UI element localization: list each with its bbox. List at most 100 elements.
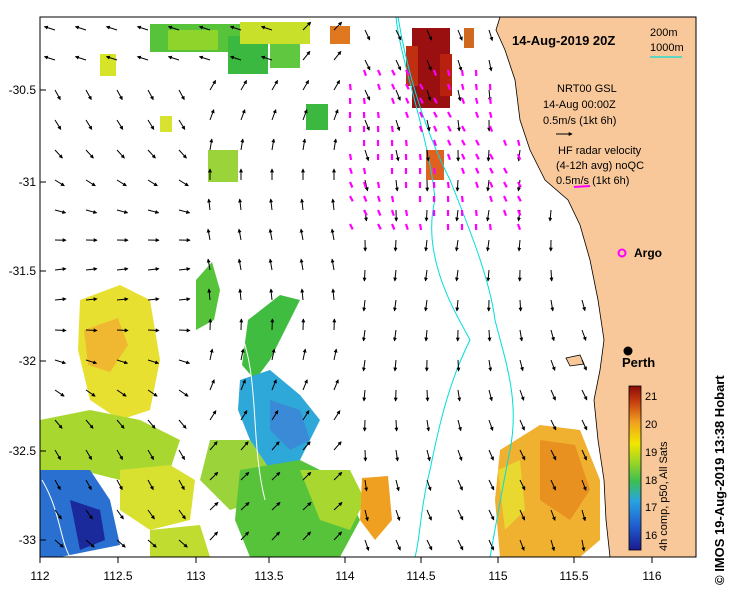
velocity-arrow	[116, 149, 125, 159]
velocity-arrow	[178, 389, 189, 397]
hf-radar-arrow	[503, 195, 508, 202]
velocity-arrow	[486, 179, 491, 192]
hf-radar-arrow	[488, 111, 493, 119]
velocity-arrow	[237, 258, 242, 271]
sst-patch	[426, 150, 444, 180]
hf-radar-arrow	[349, 223, 354, 230]
velocity-arrow	[209, 471, 219, 481]
hf-radar-arrow	[376, 83, 382, 91]
velocity-arrow	[271, 471, 281, 481]
velocity-arrow	[209, 79, 217, 91]
velocity-arrow	[206, 258, 211, 271]
velocity-arrow	[178, 297, 191, 302]
sst-patches	[40, 22, 600, 557]
velocity-arrow	[240, 79, 248, 91]
velocity-arrow	[54, 297, 67, 302]
velocity-arrow	[178, 449, 186, 461]
hf-radar-arrow	[516, 223, 522, 231]
velocity-arrow	[423, 269, 428, 282]
velocity-arrow	[302, 79, 310, 91]
depth-contours	[395, 17, 514, 557]
velocity-arrow	[198, 55, 211, 61]
velocity-arrow	[395, 539, 401, 551]
velocity-arrow	[240, 138, 245, 151]
velocity-arrow	[333, 79, 341, 91]
velocity-arrow	[178, 419, 187, 429]
sst-patch	[100, 54, 116, 76]
velocity-arrow	[116, 389, 127, 397]
velocity-arrow	[167, 55, 180, 61]
hf-radar-arrow	[475, 167, 480, 174]
velocity-arrow	[454, 269, 459, 282]
hf-radar-arrow	[475, 153, 480, 160]
hf-radar-arrow	[418, 153, 422, 161]
velocity-arrow	[519, 539, 525, 551]
hf-radar-arrow	[488, 125, 494, 132]
velocity-arrow	[85, 328, 98, 333]
velocity-arrow	[302, 441, 311, 451]
velocity-arrow	[455, 179, 460, 192]
velocity-arrow	[361, 359, 366, 372]
velocity-arrow	[362, 389, 367, 402]
hf-radar-arrow	[418, 125, 424, 133]
velocity-arrow	[488, 449, 494, 461]
hf-radar-arrow	[488, 223, 492, 231]
velocity-arrow	[333, 21, 343, 31]
velocity-arrow	[147, 509, 155, 520]
velocity-arrow	[333, 109, 339, 121]
velocity-arrow	[457, 539, 464, 551]
velocity-arrow	[485, 209, 490, 222]
velocity-arrow	[550, 329, 555, 342]
y-tick-label: -30.5	[9, 83, 37, 97]
velocity-arrow	[178, 209, 191, 214]
velocity-arrow	[178, 359, 191, 365]
hf-radar-arrow	[376, 181, 381, 189]
depth-legend-200m: 200m	[650, 27, 678, 39]
velocity-arrow	[426, 449, 431, 462]
velocity-arrow	[116, 359, 129, 365]
velocity-arrow	[519, 329, 524, 342]
velocity-arrow	[423, 299, 428, 312]
velocity-arrow	[147, 449, 155, 461]
velocity-arrow	[331, 198, 336, 211]
velocity-arrow	[487, 329, 492, 342]
sst-patch	[208, 150, 238, 182]
velocity-arrow	[116, 267, 129, 272]
velocity-arrow	[364, 149, 370, 162]
velocity-arrow	[178, 179, 189, 187]
velocity-arrow	[302, 471, 312, 481]
velocity-arrow	[395, 479, 400, 492]
velocity-arrow	[178, 89, 185, 101]
velocity-arrow	[454, 239, 459, 252]
velocity-arrow	[147, 119, 155, 130]
velocity-arrow	[455, 299, 460, 312]
hf-radar-arrow	[460, 195, 464, 203]
velocity-arrow	[116, 89, 123, 101]
map-title: 14-Aug-2019 20Z	[512, 33, 615, 48]
sst-patch	[168, 30, 218, 50]
velocity-arrow	[178, 149, 187, 159]
hf-radar-arrow	[419, 83, 424, 90]
velocity-arrow	[269, 198, 274, 211]
hf-radar-arrow	[405, 97, 410, 104]
velocity-arrow	[269, 288, 274, 301]
velocity-arrow	[426, 59, 432, 71]
sst-patch	[270, 44, 300, 68]
velocity-arrow	[395, 509, 401, 522]
hf-radar-arrow	[489, 167, 494, 174]
velocity-arrow	[548, 209, 553, 222]
velocity-arrow	[240, 471, 250, 481]
velocity-arrow	[392, 329, 397, 342]
hf-radar-arrow	[474, 111, 480, 118]
velocity-arrow	[550, 389, 556, 401]
velocity-arrow	[550, 419, 557, 431]
velocity-arrow	[85, 389, 96, 397]
velocity-arrow	[136, 25, 149, 31]
velocity-arrow	[456, 119, 461, 132]
velocity-arrow	[302, 379, 308, 391]
velocity-arrow	[167, 25, 180, 31]
velocity-arrow	[240, 531, 250, 541]
velocity-arrow	[519, 449, 526, 461]
velocity-arrow	[426, 539, 433, 551]
hf-radar-arrow	[363, 209, 368, 216]
